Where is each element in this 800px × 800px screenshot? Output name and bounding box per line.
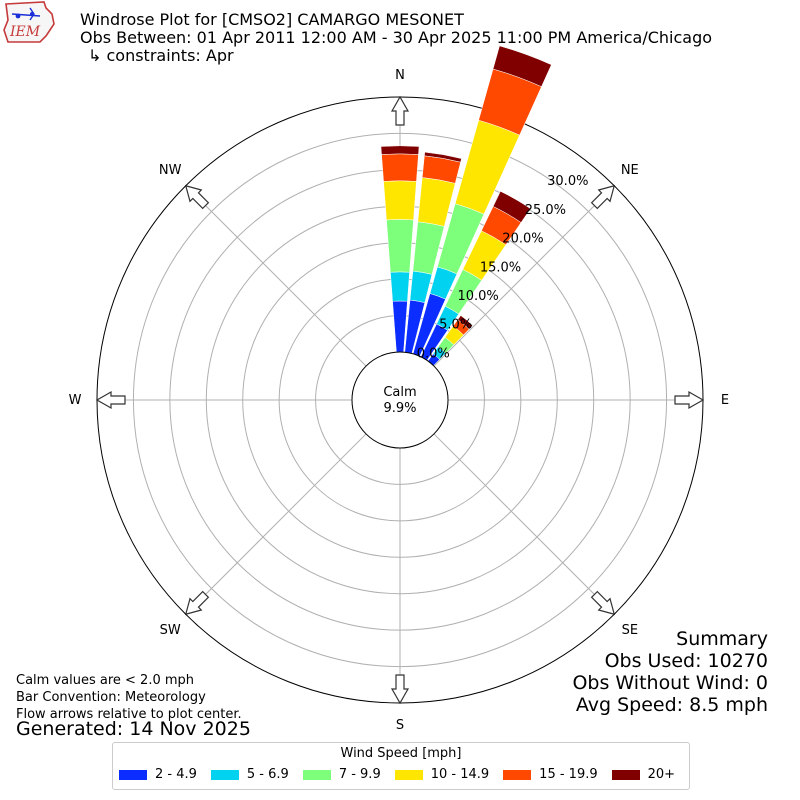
direction-label: SW	[160, 623, 181, 638]
legend-item: 20+	[611, 767, 676, 782]
obs-without-wind: Obs Without Wind: 0	[572, 672, 768, 694]
legend-item: 7 - 9.9	[302, 767, 381, 782]
legend-item: 5 - 6.9	[210, 767, 289, 782]
radial-tick-label: 10.0%	[457, 289, 498, 304]
radial-tick-label: 25.0%	[525, 203, 566, 218]
legend-label: 5 - 6.9	[246, 767, 289, 782]
grid-spoke	[433, 185, 615, 367]
grid-spoke	[185, 433, 367, 615]
legend-title: Wind Speed [mph]	[340, 746, 462, 761]
calm-circle-group: Calm 9.9%	[351, 351, 449, 449]
windrose-bar-segment	[392, 300, 408, 353]
grid-spoke	[185, 185, 367, 367]
calm-circle	[351, 351, 449, 449]
flow-arrows	[95, 95, 705, 705]
windrose-bar-segment	[390, 271, 410, 302]
bar-convention: Bar Convention: Meteorology	[16, 690, 206, 705]
radial-tick-label: 30.0%	[547, 174, 588, 189]
legend-items: 2 - 4.9 5 - 6.9 7 - 9.9 10 - 14.9 15 - 1…	[119, 767, 675, 782]
radial-tick-label: 20.0%	[502, 232, 543, 247]
windrose-bar-segment	[380, 145, 420, 155]
direction-label: SE	[622, 623, 638, 638]
legend-label: 20+	[647, 767, 676, 782]
radial-tick-label: 0.0%	[417, 346, 450, 361]
flow-arrows-note: Flow arrows relative to plot center.	[16, 707, 242, 722]
windrose-bar-segment	[457, 315, 474, 330]
legend-label: 2 - 4.9	[155, 767, 197, 782]
direction-label: N	[395, 68, 405, 83]
generated-date: Generated: 14 Nov 2025	[16, 718, 251, 740]
windrose-bar-segment	[417, 177, 456, 227]
calm-label: Calm	[383, 385, 416, 400]
windrose-bar-segment	[424, 151, 462, 163]
windrose-bar-segment	[492, 190, 531, 223]
constraints: ↳ constraints: Apr	[88, 46, 234, 65]
windrose-bar-segment	[386, 219, 414, 273]
obs-between: Obs Between: 01 Apr 2011 12:00 AM - 30 A…	[80, 28, 713, 47]
direction-label: E	[721, 393, 729, 408]
legend-swatch	[503, 769, 532, 780]
footnote: Calm values are < 2.0 mph Bar Convention…	[16, 672, 242, 723]
summary-box: Summary Obs Used: 10270 Obs Without Wind…	[572, 628, 768, 716]
flow-arrow-icon	[674, 390, 705, 410]
avg-speed: Avg Speed: 8.5 mph	[575, 694, 768, 716]
legend: Wind Speed [mph] 2 - 4.9 5 - 6.9 7 - 9.9…	[112, 742, 690, 790]
calm-note: Calm values are < 2.0 mph	[16, 673, 195, 688]
legend-swatch	[210, 769, 239, 780]
obs-used: Obs Used: 10270	[604, 650, 768, 672]
summary-title: Summary	[676, 628, 768, 650]
radial-tick-label: 5.0%	[439, 318, 472, 333]
direction-label: S	[396, 718, 404, 733]
legend-swatch	[611, 769, 640, 780]
flow-arrow-icon	[590, 184, 616, 210]
flow-arrow-icon	[184, 590, 210, 616]
windrose-bars	[380, 45, 552, 367]
radial-tick-label: 15.0%	[480, 260, 521, 275]
legend-label: 15 - 19.9	[539, 767, 598, 782]
legend-swatch	[394, 769, 423, 780]
grid-spoke	[433, 433, 615, 615]
chart-title: Windrose Plot for [CMSO2] CAMARGO MESONE…	[80, 10, 464, 29]
flow-arrow-icon	[184, 184, 210, 210]
flow-arrow-icon	[390, 95, 410, 126]
legend-item: 10 - 14.9	[394, 767, 490, 782]
direction-label: NW	[159, 163, 182, 178]
iem-logo: IEM	[3, 1, 55, 43]
legend-swatch	[302, 769, 331, 780]
flow-arrow-icon	[590, 590, 616, 616]
legend-swatch	[119, 769, 147, 780]
legend-label: 10 - 14.9	[430, 767, 490, 782]
flow-arrow-icon	[95, 390, 126, 410]
axis-labels: 0.0% 5.0% 10.0% 15.0% 20.0% 25.0% 30.0% N NE E SE S…	[69, 68, 730, 733]
direction-label: NE	[621, 163, 639, 178]
flow-arrow-icon	[390, 674, 410, 705]
windrose-bar-segment	[381, 153, 419, 182]
direction-label: W	[69, 393, 82, 408]
windrose-bar-segment	[383, 180, 417, 221]
legend-item: 15 - 19.9	[503, 767, 598, 782]
windrose-bar-segment	[492, 45, 552, 87]
legend-label: 7 - 9.9	[338, 767, 381, 782]
logo-text: IEM	[9, 24, 41, 40]
legend-item: 2 - 4.9	[119, 767, 197, 782]
calm-value: 9.9%	[383, 401, 416, 416]
